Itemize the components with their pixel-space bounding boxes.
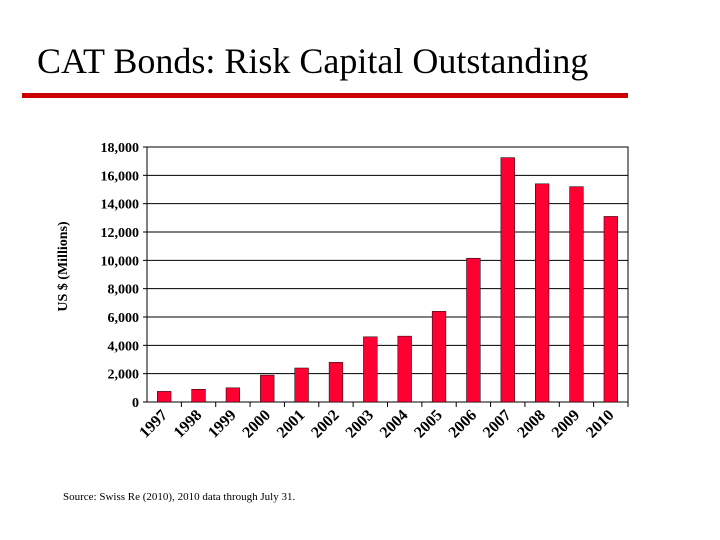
bar-2006 [466, 257, 481, 403]
y-tick-label: 0 [132, 396, 139, 411]
x-tick-label: 2004 [377, 407, 412, 442]
bar-2001 [294, 367, 309, 403]
bar-2007 [500, 157, 515, 403]
x-tick-label: 2006 [446, 407, 481, 442]
bar-1998 [191, 389, 206, 403]
source-note: Source: Swiss Re (2010), 2010 data throu… [63, 491, 296, 503]
x-tick-label: 1998 [171, 407, 206, 442]
plot-area [146, 146, 629, 403]
x-tick-label: 2007 [480, 407, 515, 442]
bar-2002 [328, 362, 344, 403]
x-tick-label: 1999 [205, 407, 240, 442]
x-tick-label: 2000 [239, 407, 274, 442]
y-tick-label: 14,000 [101, 198, 140, 213]
y-tick-label: 10,000 [101, 254, 140, 269]
bar-2008 [534, 183, 550, 403]
bar-2000 [260, 374, 275, 403]
bar-2009 [569, 186, 584, 403]
bar-2003 [363, 336, 378, 403]
x-tick-label: 2005 [411, 407, 446, 442]
y-tick-label: 4,000 [108, 339, 140, 354]
x-tick-label: 1997 [136, 407, 171, 442]
y-axis-label: US $ (Millions) [56, 221, 71, 312]
x-tick-label: 2009 [549, 407, 584, 442]
y-tick-label: 18,000 [101, 141, 140, 156]
x-tick-label: 2001 [274, 407, 309, 442]
y-tick-label: 16,000 [101, 169, 140, 184]
y-tick-label: 2,000 [108, 368, 140, 383]
bar-2005 [431, 311, 447, 403]
title-divider [22, 93, 628, 98]
y-tick-label: 6,000 [108, 311, 140, 326]
y-tick-label: 12,000 [101, 226, 140, 241]
bar-1999 [225, 387, 241, 403]
bar-2004 [397, 335, 412, 403]
bar-1997 [157, 391, 172, 403]
x-tick-label: 2010 [583, 407, 618, 442]
bar-2010 [603, 216, 618, 403]
x-tick-label: 2008 [514, 407, 549, 442]
slide-title: CAT Bonds: Risk Capital Outstanding [37, 41, 589, 81]
y-tick-label: 8,000 [108, 283, 140, 298]
x-tick-label: 2002 [308, 407, 343, 442]
x-tick-label: 2003 [343, 407, 378, 442]
